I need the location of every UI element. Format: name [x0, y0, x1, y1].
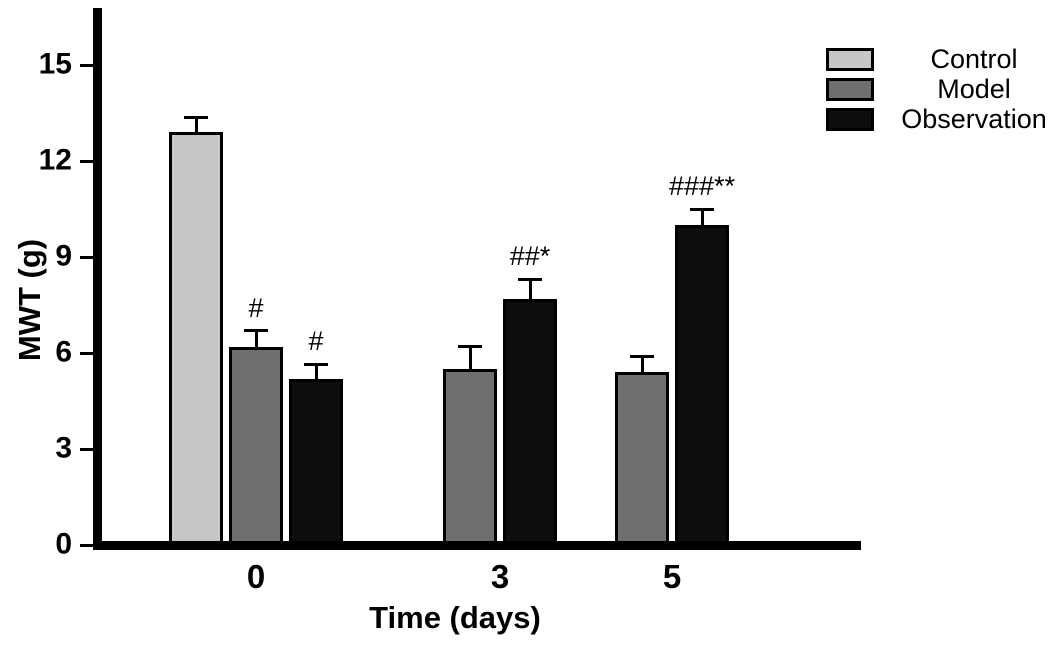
x-tick-label: 3 [490, 558, 510, 595]
y-tick [80, 447, 94, 451]
legend-item-observation: Observation [826, 104, 1063, 134]
y-tick [80, 351, 94, 355]
error-bar-line [314, 364, 318, 379]
legend: Control Model Observation [826, 44, 1063, 134]
bar-observation [675, 225, 729, 545]
y-tick [80, 159, 94, 163]
error-bar-cap [518, 277, 542, 281]
bar-observation [503, 298, 557, 545]
error-bar-line [528, 279, 532, 299]
bar-observation [289, 378, 343, 545]
legend-item-model: Model [826, 74, 1063, 104]
y-tick [80, 255, 94, 259]
y-tick [80, 543, 94, 547]
legend-swatch [826, 48, 874, 71]
error-bar-cap [244, 329, 268, 333]
legend-label: Model [937, 74, 1011, 104]
error-bar-cap [458, 345, 482, 349]
legend-label: Observation [901, 104, 1047, 134]
error-bar-line [640, 356, 644, 373]
x-axis-line [93, 541, 861, 550]
legend-label: Control [930, 44, 1018, 74]
legend-item-control: Control [826, 44, 1063, 74]
error-bar-cap [690, 207, 714, 211]
legend-swatch [826, 78, 874, 101]
error-bar-line [194, 117, 198, 133]
error-bar-line [700, 209, 704, 225]
x-axis-label: Time (days) [369, 600, 541, 635]
error-bar-line [254, 330, 258, 347]
x-tick-label: 5 [662, 558, 682, 595]
legend-swatch [826, 108, 874, 131]
y-tick-label: 9 [55, 239, 72, 273]
significance-annotation: ##* [509, 241, 551, 272]
bar-model [443, 369, 497, 545]
significance-annotation: # [248, 292, 264, 323]
y-tick-label: 15 [38, 47, 72, 81]
y-tick-label: 6 [55, 335, 72, 369]
x-tick-label: 0 [246, 558, 266, 595]
y-tick-label: 3 [55, 431, 72, 465]
y-tick-label: 0 [55, 527, 72, 561]
bar-control [169, 132, 223, 545]
y-axis-line [93, 8, 102, 550]
error-bar-line [468, 346, 472, 369]
y-tick-label: 12 [38, 143, 72, 177]
bar-model [615, 372, 669, 545]
error-bar-cap [184, 116, 208, 120]
significance-annotation: ###** [668, 171, 736, 201]
error-bar-cap [630, 354, 654, 358]
error-bar-cap [304, 362, 328, 366]
y-tick [80, 63, 94, 67]
significance-annotation: # [308, 326, 324, 357]
bar-model [229, 346, 283, 545]
y-axis-label: MWT (g) [12, 238, 47, 362]
